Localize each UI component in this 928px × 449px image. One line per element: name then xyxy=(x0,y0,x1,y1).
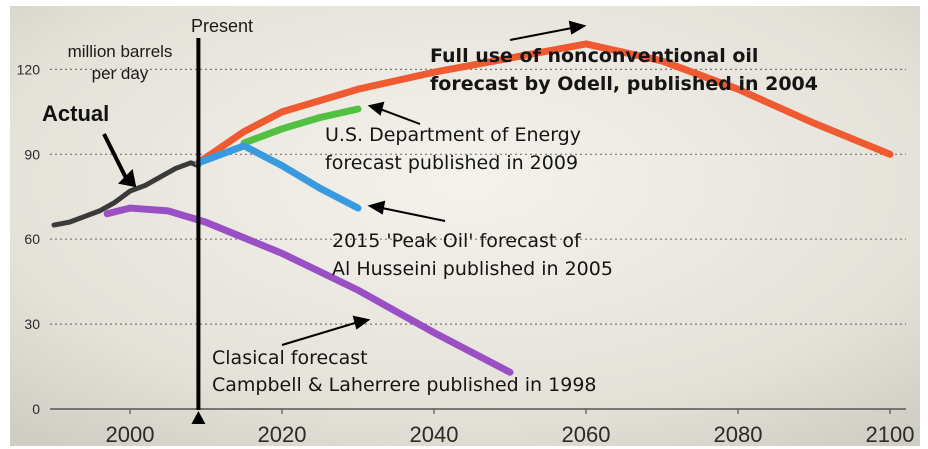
y-tick-labels: 0 30 60 90 120 xyxy=(17,61,41,417)
y-tick-label: 90 xyxy=(24,146,40,162)
annotation-odell-line1: Full use of nonconventional oil xyxy=(430,45,758,67)
series-lines xyxy=(51,40,894,376)
arrowhead-odell xyxy=(568,20,587,35)
chart-background xyxy=(10,6,920,446)
annotation-odell-line2: forecast by Odell, published in 2004 xyxy=(430,73,818,95)
annotation-doe-line1: U.S. Department of Energy xyxy=(325,124,581,146)
arrowhead-doe xyxy=(367,101,385,116)
series-line-odell xyxy=(194,40,894,167)
y-tick-label: 120 xyxy=(17,61,41,77)
annotation-actual: Actual xyxy=(42,101,109,126)
arrowhead-alhusseini xyxy=(367,200,386,215)
x-tick-label: 2080 xyxy=(714,422,763,447)
y-axis-label-line1: million barrels xyxy=(68,42,173,61)
annotation-doe-line2: forecast published in 2009 xyxy=(325,152,578,174)
annotation-arrows xyxy=(102,20,587,346)
series-line-doe xyxy=(240,105,362,147)
arrow-actual xyxy=(102,133,128,179)
annotation-alhusseini-line1: 2015 'Peak Oil' forecast of xyxy=(332,230,582,252)
arrowhead-actual xyxy=(117,168,137,188)
x-tick-label: 2000 xyxy=(106,422,155,447)
annotation-campbell-line2: Campbell & Laherrere published in 1998 xyxy=(212,374,597,396)
arrow-doe xyxy=(379,108,421,125)
arrowhead-campbell xyxy=(352,315,371,330)
arrow-campbell xyxy=(281,322,356,346)
annotation-alhusseini-line2: Al Husseini published in 2005 xyxy=(332,258,613,280)
present-marker-triangle xyxy=(191,411,206,424)
gridlines xyxy=(50,68,906,410)
series-line-campbell xyxy=(103,204,514,376)
arrow-alhusseini xyxy=(381,207,446,222)
arrow-odell xyxy=(509,27,573,41)
x-tick-labels: 2000 2020 2040 2060 2080 2100 xyxy=(106,409,915,447)
x-tick-label: 2040 xyxy=(410,422,459,447)
x-tick-label: 2020 xyxy=(258,422,307,447)
x-tick-label: 2100 xyxy=(866,422,915,447)
y-axis-label-line2: per day xyxy=(92,64,149,83)
y-tick-label: 0 xyxy=(32,401,40,417)
present-label: Present xyxy=(191,16,253,36)
x-tick-label: 2060 xyxy=(562,422,611,447)
y-tick-label: 60 xyxy=(24,231,40,247)
y-tick-label: 30 xyxy=(24,316,40,332)
series-line-actual xyxy=(51,160,201,228)
series-line-alhusseini xyxy=(194,142,362,212)
annotation-campbell-line1: Clasical forecast xyxy=(212,347,368,369)
